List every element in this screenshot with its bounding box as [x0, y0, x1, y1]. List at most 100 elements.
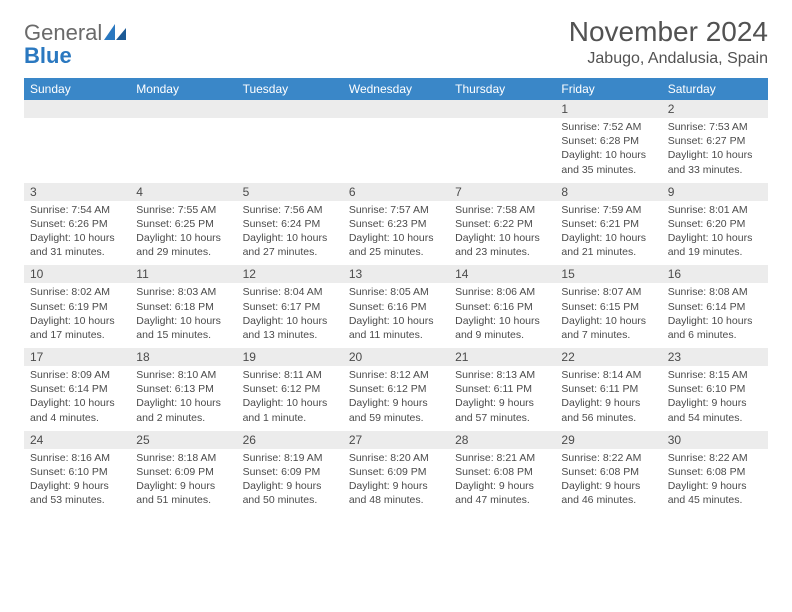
day-detail: Sunrise: 8:01 AM Sunset: 6:20 PM Dayligh…	[662, 201, 768, 266]
day-detail: Sunrise: 8:14 AM Sunset: 6:11 PM Dayligh…	[555, 366, 661, 431]
day-detail: Sunrise: 7:53 AM Sunset: 6:27 PM Dayligh…	[662, 118, 768, 183]
day-number: 25	[130, 431, 236, 449]
dayhead-sun: Sunday	[24, 78, 130, 100]
day-number: 8	[555, 183, 661, 201]
logo-text-general: General	[24, 20, 102, 45]
day-detail: Sunrise: 8:02 AM Sunset: 6:19 PM Dayligh…	[24, 283, 130, 348]
sail-icon	[104, 24, 126, 45]
dayhead-thu: Thursday	[449, 78, 555, 100]
day-detail	[343, 118, 449, 183]
day-number: 19	[237, 348, 343, 366]
day-detail: Sunrise: 7:54 AM Sunset: 6:26 PM Dayligh…	[24, 201, 130, 266]
logo: General Blue	[24, 16, 126, 68]
day-number	[449, 100, 555, 118]
detail-row: Sunrise: 8:09 AM Sunset: 6:14 PM Dayligh…	[24, 366, 768, 431]
day-detail	[24, 118, 130, 183]
dayhead-tue: Tuesday	[237, 78, 343, 100]
day-number: 14	[449, 265, 555, 283]
day-detail: Sunrise: 8:15 AM Sunset: 6:10 PM Dayligh…	[662, 366, 768, 431]
day-number: 21	[449, 348, 555, 366]
day-detail	[237, 118, 343, 183]
day-number: 1	[555, 100, 661, 118]
location: Jabugo, Andalusia, Spain	[569, 50, 768, 68]
calendar-body: 12Sunrise: 7:52 AM Sunset: 6:28 PM Dayli…	[24, 100, 768, 513]
day-header-row: Sunday Monday Tuesday Wednesday Thursday…	[24, 78, 768, 100]
daynum-row: 17181920212223	[24, 348, 768, 366]
daynum-row: 10111213141516	[24, 265, 768, 283]
day-detail: Sunrise: 8:08 AM Sunset: 6:14 PM Dayligh…	[662, 283, 768, 348]
dayhead-mon: Monday	[130, 78, 236, 100]
day-detail: Sunrise: 7:59 AM Sunset: 6:21 PM Dayligh…	[555, 201, 661, 266]
day-detail: Sunrise: 8:10 AM Sunset: 6:13 PM Dayligh…	[130, 366, 236, 431]
logo-text-wrap: General Blue	[24, 22, 126, 68]
day-number: 5	[237, 183, 343, 201]
day-number: 17	[24, 348, 130, 366]
header: General Blue November 2024 Jabugo, Andal…	[24, 16, 768, 68]
day-number: 7	[449, 183, 555, 201]
day-detail: Sunrise: 8:22 AM Sunset: 6:08 PM Dayligh…	[555, 449, 661, 514]
day-number: 6	[343, 183, 449, 201]
day-number: 4	[130, 183, 236, 201]
day-detail: Sunrise: 7:56 AM Sunset: 6:24 PM Dayligh…	[237, 201, 343, 266]
day-detail: Sunrise: 8:04 AM Sunset: 6:17 PM Dayligh…	[237, 283, 343, 348]
day-number: 29	[555, 431, 661, 449]
day-detail: Sunrise: 8:09 AM Sunset: 6:14 PM Dayligh…	[24, 366, 130, 431]
calendar-page: General Blue November 2024 Jabugo, Andal…	[0, 0, 792, 529]
day-number	[343, 100, 449, 118]
day-detail: Sunrise: 8:22 AM Sunset: 6:08 PM Dayligh…	[662, 449, 768, 514]
calendar-table: Sunday Monday Tuesday Wednesday Thursday…	[24, 78, 768, 513]
day-number	[237, 100, 343, 118]
day-detail: Sunrise: 8:11 AM Sunset: 6:12 PM Dayligh…	[237, 366, 343, 431]
day-detail: Sunrise: 8:18 AM Sunset: 6:09 PM Dayligh…	[130, 449, 236, 514]
detail-row: Sunrise: 8:02 AM Sunset: 6:19 PM Dayligh…	[24, 283, 768, 348]
day-number: 27	[343, 431, 449, 449]
day-detail: Sunrise: 7:57 AM Sunset: 6:23 PM Dayligh…	[343, 201, 449, 266]
daynum-row: 24252627282930	[24, 431, 768, 449]
day-number: 12	[237, 265, 343, 283]
dayhead-wed: Wednesday	[343, 78, 449, 100]
day-number: 16	[662, 265, 768, 283]
day-detail: Sunrise: 8:16 AM Sunset: 6:10 PM Dayligh…	[24, 449, 130, 514]
day-detail: Sunrise: 8:12 AM Sunset: 6:12 PM Dayligh…	[343, 366, 449, 431]
day-number: 11	[130, 265, 236, 283]
day-number: 10	[24, 265, 130, 283]
day-number: 30	[662, 431, 768, 449]
detail-row: Sunrise: 7:54 AM Sunset: 6:26 PM Dayligh…	[24, 201, 768, 266]
day-detail: Sunrise: 8:13 AM Sunset: 6:11 PM Dayligh…	[449, 366, 555, 431]
day-detail: Sunrise: 7:55 AM Sunset: 6:25 PM Dayligh…	[130, 201, 236, 266]
day-detail: Sunrise: 7:52 AM Sunset: 6:28 PM Dayligh…	[555, 118, 661, 183]
day-detail: Sunrise: 8:20 AM Sunset: 6:09 PM Dayligh…	[343, 449, 449, 514]
day-detail: Sunrise: 8:03 AM Sunset: 6:18 PM Dayligh…	[130, 283, 236, 348]
daynum-row: 3456789	[24, 183, 768, 201]
day-number: 18	[130, 348, 236, 366]
day-number	[130, 100, 236, 118]
daynum-row: 12	[24, 100, 768, 118]
logo-text-blue: Blue	[24, 43, 72, 68]
day-detail: Sunrise: 8:05 AM Sunset: 6:16 PM Dayligh…	[343, 283, 449, 348]
day-number: 24	[24, 431, 130, 449]
day-detail: Sunrise: 8:07 AM Sunset: 6:15 PM Dayligh…	[555, 283, 661, 348]
day-detail: Sunrise: 8:21 AM Sunset: 6:08 PM Dayligh…	[449, 449, 555, 514]
month-title: November 2024	[569, 16, 768, 48]
day-number: 28	[449, 431, 555, 449]
day-number: 26	[237, 431, 343, 449]
day-number: 15	[555, 265, 661, 283]
day-number: 3	[24, 183, 130, 201]
day-detail	[130, 118, 236, 183]
title-block: November 2024 Jabugo, Andalusia, Spain	[569, 16, 768, 68]
day-number: 9	[662, 183, 768, 201]
day-detail: Sunrise: 8:19 AM Sunset: 6:09 PM Dayligh…	[237, 449, 343, 514]
detail-row: Sunrise: 7:52 AM Sunset: 6:28 PM Dayligh…	[24, 118, 768, 183]
day-number	[24, 100, 130, 118]
day-number: 23	[662, 348, 768, 366]
day-detail	[449, 118, 555, 183]
day-detail: Sunrise: 8:06 AM Sunset: 6:16 PM Dayligh…	[449, 283, 555, 348]
detail-row: Sunrise: 8:16 AM Sunset: 6:10 PM Dayligh…	[24, 449, 768, 514]
day-number: 22	[555, 348, 661, 366]
day-detail: Sunrise: 7:58 AM Sunset: 6:22 PM Dayligh…	[449, 201, 555, 266]
day-number: 20	[343, 348, 449, 366]
day-number: 2	[662, 100, 768, 118]
dayhead-sat: Saturday	[662, 78, 768, 100]
dayhead-fri: Friday	[555, 78, 661, 100]
day-number: 13	[343, 265, 449, 283]
